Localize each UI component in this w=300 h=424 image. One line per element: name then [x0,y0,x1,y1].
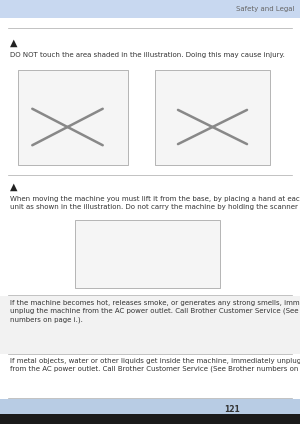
Bar [0,414,300,424]
Text: When moving the machine you must lift it from the base, by placing a hand at eac: When moving the machine you must lift it… [10,196,300,210]
Text: ▲: ▲ [10,38,17,48]
Bar [18,70,128,165]
Bar [75,220,220,288]
Text: Safety and Legal: Safety and Legal [236,6,294,12]
Text: If the machine becomes hot, releases smoke, or generates any strong smells, imme: If the machine becomes hot, releases smo… [10,300,300,323]
Text: 121: 121 [224,405,240,415]
Text: If metal objects, water or other liquids get inside the machine, immediately unp: If metal objects, water or other liquids… [10,358,300,373]
Text: DO NOT touch the area shaded in the illustration. Doing this may cause injury.: DO NOT touch the area shaded in the illu… [10,52,285,58]
Bar [155,70,270,165]
Bar [0,399,300,414]
Text: ▲: ▲ [10,182,17,192]
Bar [0,0,300,18]
Bar [0,296,300,354]
